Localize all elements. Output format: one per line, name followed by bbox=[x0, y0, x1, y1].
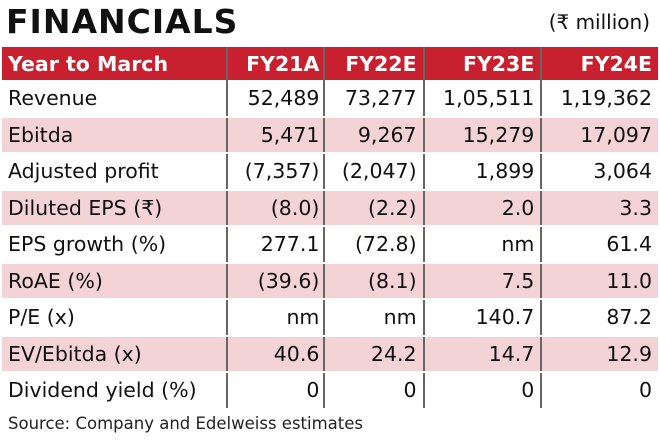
cell-value: nm bbox=[422, 226, 542, 264]
cell-value: (8.1) bbox=[323, 262, 424, 300]
unit-label: (₹ million) bbox=[548, 10, 650, 34]
column-header: FY24E bbox=[540, 47, 658, 80]
page-title: FINANCIALS bbox=[6, 2, 239, 41]
cell-value: (39.6) bbox=[226, 262, 325, 300]
cell-value: 73,277 bbox=[323, 80, 424, 118]
row-label: EV/Ebitda (x) bbox=[2, 335, 228, 373]
cell-value: nm bbox=[226, 299, 325, 337]
cell-value: 2.0 bbox=[422, 189, 542, 227]
cell-value: (8.0) bbox=[226, 189, 325, 227]
row-label: RoAE (%) bbox=[2, 262, 228, 300]
header-row: Year to March FY21A FY22E FY23E FY24E bbox=[2, 47, 658, 80]
table-row: RoAE (%) (39.6) (8.1) 7.5 11.0 bbox=[2, 262, 658, 300]
cell-value: 17,097 bbox=[540, 116, 658, 154]
cell-value: 9,267 bbox=[323, 116, 424, 154]
cell-value: nm bbox=[323, 299, 424, 337]
cell-value: 12.9 bbox=[540, 335, 658, 373]
column-header: FY21A bbox=[226, 47, 325, 80]
cell-value: (7,357) bbox=[226, 153, 325, 191]
cell-value: 0 bbox=[323, 372, 424, 410]
table-row: Revenue 52,489 73,277 1,05,511 1,19,362 bbox=[2, 80, 658, 118]
cell-value: 87.2 bbox=[540, 299, 658, 337]
row-label: P/E (x) bbox=[2, 299, 228, 337]
cell-value: 140.7 bbox=[422, 299, 542, 337]
cell-value: 14.7 bbox=[422, 335, 542, 373]
cell-value: 3.3 bbox=[540, 189, 658, 227]
column-header: FY23E bbox=[422, 47, 542, 80]
table-row: P/E (x) nm nm 140.7 87.2 bbox=[2, 299, 658, 337]
cell-value: (2,047) bbox=[323, 153, 424, 191]
cell-value: 0 bbox=[226, 372, 325, 410]
table-row: EPS growth (%) 277.1 (72.8) nm 61.4 bbox=[2, 226, 658, 264]
cell-value: 1,05,511 bbox=[422, 80, 542, 118]
cell-value: 5,471 bbox=[226, 116, 325, 154]
financials-table: Year to March FY21A FY22E FY23E FY24E Revenu… bbox=[2, 47, 658, 410]
cell-value: 1,19,362 bbox=[540, 80, 658, 118]
cell-value: 24.2 bbox=[323, 335, 424, 373]
row-label: Adjusted profit bbox=[2, 153, 228, 191]
cell-value: 277.1 bbox=[226, 226, 325, 264]
table-row: Diluted EPS (₹) (8.0) (2.2) 2.0 3.3 bbox=[2, 189, 658, 227]
cell-value: (2.2) bbox=[323, 189, 424, 227]
cell-value: (72.8) bbox=[323, 226, 424, 264]
cell-value: 15,279 bbox=[422, 116, 542, 154]
cell-value: 11.0 bbox=[540, 262, 658, 300]
cell-value: 61.4 bbox=[540, 226, 658, 264]
cell-value: 52,489 bbox=[226, 80, 325, 118]
row-label: Dividend yield (%) bbox=[2, 372, 228, 410]
cell-value: 0 bbox=[540, 372, 658, 410]
column-header: Year to March bbox=[2, 47, 228, 80]
row-label: EPS growth (%) bbox=[2, 226, 228, 264]
table-row: Ebitda 5,471 9,267 15,279 17,097 bbox=[2, 116, 658, 154]
table-row: Adjusted profit (7,357) (2,047) 1,899 3,064 bbox=[2, 153, 658, 191]
row-label: Revenue bbox=[2, 80, 228, 118]
cell-value: 7.5 bbox=[422, 262, 542, 300]
table-row: EV/Ebitda (x) 40.6 24.2 14.7 12.9 bbox=[2, 335, 658, 373]
row-label: Diluted EPS (₹) bbox=[2, 189, 228, 227]
cell-value: 0 bbox=[422, 372, 542, 410]
source-note: Source: Company and Edelweiss estimates bbox=[8, 414, 364, 433]
row-label: Ebitda bbox=[2, 116, 228, 154]
table-row: Dividend yield (%) 0 0 0 0 bbox=[2, 372, 658, 410]
cell-value: 40.6 bbox=[226, 335, 325, 373]
cell-value: 3,064 bbox=[540, 153, 658, 191]
column-header: FY22E bbox=[323, 47, 424, 80]
cell-value: 1,899 bbox=[422, 153, 542, 191]
